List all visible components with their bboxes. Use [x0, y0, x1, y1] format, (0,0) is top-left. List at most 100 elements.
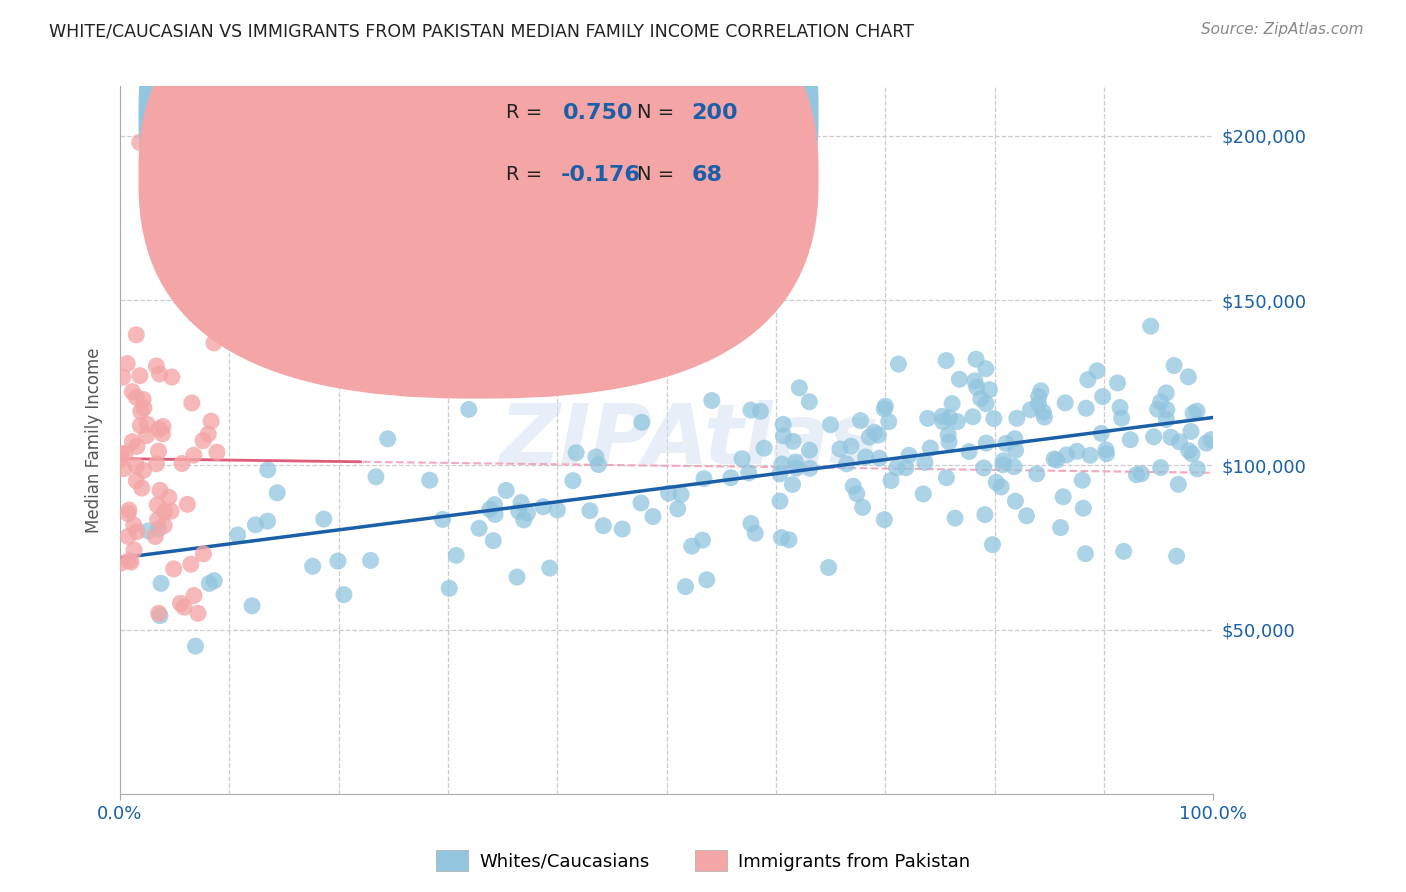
Point	[205, 445, 228, 459]
Point	[935, 353, 957, 368]
Point	[561, 474, 583, 488]
Point	[256, 463, 278, 477]
Point	[692, 533, 714, 548]
Point	[855, 450, 877, 464]
Point	[145, 359, 167, 373]
Point	[1177, 369, 1199, 384]
Point	[782, 477, 804, 491]
Point	[1004, 494, 1026, 508]
Point	[744, 526, 766, 541]
Point	[1049, 520, 1071, 534]
Text: 0.750: 0.750	[562, 103, 633, 122]
Text: -0.176: -0.176	[561, 165, 640, 185]
Point	[974, 436, 997, 450]
Point	[484, 508, 506, 522]
Text: N =: N =	[637, 103, 675, 122]
Point	[769, 494, 792, 508]
Point	[666, 501, 689, 516]
Point	[983, 411, 1005, 425]
Point	[737, 466, 759, 480]
Point	[468, 521, 491, 535]
Point	[149, 483, 172, 498]
Point	[1029, 384, 1052, 398]
Point	[1166, 549, 1188, 563]
Point	[112, 461, 135, 475]
Point	[122, 543, 145, 558]
Point	[186, 279, 208, 293]
Point	[1032, 405, 1054, 419]
Point	[675, 580, 697, 594]
Point	[886, 461, 908, 475]
Point	[931, 409, 953, 424]
Point	[1154, 385, 1177, 400]
Point	[148, 607, 170, 621]
Point	[1074, 547, 1097, 561]
Point	[1033, 410, 1056, 425]
Point	[914, 455, 936, 469]
Point	[1074, 401, 1097, 416]
Point	[333, 588, 356, 602]
Point	[880, 474, 903, 488]
Point	[312, 512, 335, 526]
Point	[326, 554, 349, 568]
Point	[132, 401, 155, 415]
Point	[152, 426, 174, 441]
Point	[1028, 397, 1050, 411]
Point	[731, 451, 754, 466]
Point	[1143, 430, 1166, 444]
Point	[1185, 404, 1208, 418]
Point	[183, 589, 205, 603]
Point	[873, 401, 896, 416]
Point	[146, 513, 169, 527]
Point	[513, 513, 536, 527]
Point	[974, 397, 997, 411]
Point	[176, 497, 198, 511]
Point	[772, 417, 794, 432]
Point	[770, 531, 793, 545]
Point	[842, 479, 865, 493]
Text: N =: N =	[637, 165, 675, 185]
Point	[973, 508, 995, 522]
Point	[1091, 390, 1114, 404]
Point	[974, 361, 997, 376]
Point	[146, 498, 169, 512]
Point	[110, 446, 132, 460]
Point	[1156, 412, 1178, 426]
Point	[266, 485, 288, 500]
Point	[495, 483, 517, 498]
Point	[839, 439, 862, 453]
Point	[546, 503, 568, 517]
Point	[364, 469, 387, 483]
Point	[432, 512, 454, 526]
Point	[143, 529, 166, 543]
Point	[191, 434, 214, 448]
Point	[136, 524, 159, 538]
Text: R =: R =	[506, 165, 548, 185]
Point	[1178, 443, 1201, 458]
Point	[1181, 447, 1204, 461]
Point	[157, 491, 180, 505]
Point	[1195, 436, 1218, 450]
Point	[1004, 443, 1026, 458]
Point	[1180, 425, 1202, 439]
Point	[122, 517, 145, 532]
Point	[1199, 433, 1222, 447]
Point	[1085, 364, 1108, 378]
Point	[1095, 442, 1118, 457]
Point	[111, 370, 134, 384]
Point	[256, 514, 278, 528]
Point	[770, 457, 793, 471]
Point	[700, 393, 723, 408]
Point	[202, 335, 225, 350]
Point	[482, 533, 505, 548]
Point	[943, 511, 966, 525]
Point	[754, 441, 776, 455]
Point	[1056, 448, 1078, 462]
Point	[131, 481, 153, 495]
Point	[117, 507, 139, 521]
Point	[1125, 467, 1147, 482]
Point	[920, 441, 942, 455]
Point	[132, 392, 155, 407]
Point	[1160, 430, 1182, 444]
Text: R =: R =	[506, 103, 548, 122]
